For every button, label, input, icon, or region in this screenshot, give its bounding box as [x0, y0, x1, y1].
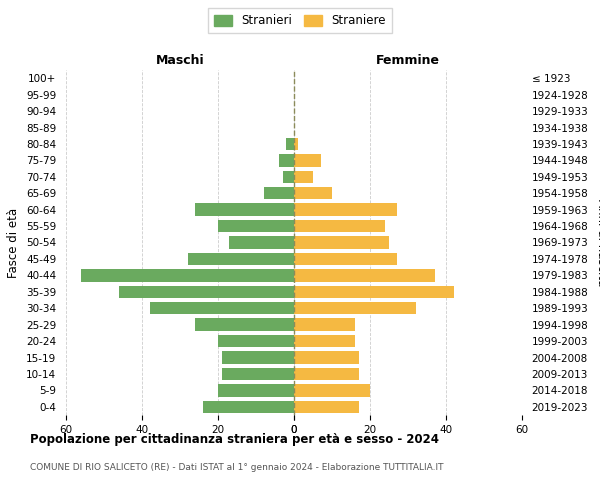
Text: Popolazione per cittadinanza straniera per età e sesso - 2024: Popolazione per cittadinanza straniera p… — [30, 432, 439, 446]
Title: Femmine: Femmine — [376, 54, 440, 68]
Bar — [294, 187, 332, 200]
Bar — [294, 368, 359, 380]
Bar — [149, 302, 294, 314]
Bar — [188, 253, 294, 265]
Bar — [222, 352, 294, 364]
Bar — [294, 154, 320, 166]
Legend: Stranieri, Straniere: Stranieri, Straniere — [208, 8, 392, 33]
Bar — [279, 154, 294, 166]
Bar — [294, 318, 355, 331]
Bar — [203, 400, 294, 413]
Bar — [294, 253, 397, 265]
Bar — [195, 318, 294, 331]
Y-axis label: Fasce di età: Fasce di età — [7, 208, 20, 278]
Bar — [294, 335, 355, 347]
Bar — [119, 286, 294, 298]
Bar — [294, 269, 434, 281]
Y-axis label: Anni di nascita: Anni di nascita — [595, 199, 600, 286]
Text: COMUNE DI RIO SALICETO (RE) - Dati ISTAT al 1° gennaio 2024 - Elaborazione TUTTI: COMUNE DI RIO SALICETO (RE) - Dati ISTAT… — [30, 462, 443, 471]
Bar — [294, 204, 397, 216]
Bar — [294, 384, 370, 396]
Bar — [294, 286, 454, 298]
Bar — [81, 269, 294, 281]
Bar — [294, 220, 385, 232]
Bar — [294, 400, 359, 413]
Bar — [229, 236, 294, 248]
Bar — [286, 138, 294, 150]
Bar — [195, 204, 294, 216]
Bar — [218, 335, 294, 347]
Title: Maschi: Maschi — [155, 54, 205, 68]
Bar — [218, 220, 294, 232]
Bar — [294, 236, 389, 248]
Bar — [263, 187, 294, 200]
Bar — [294, 302, 416, 314]
Bar — [294, 352, 359, 364]
Bar — [294, 170, 313, 183]
Bar — [283, 170, 294, 183]
Bar — [222, 368, 294, 380]
Bar — [294, 138, 298, 150]
Bar — [218, 384, 294, 396]
